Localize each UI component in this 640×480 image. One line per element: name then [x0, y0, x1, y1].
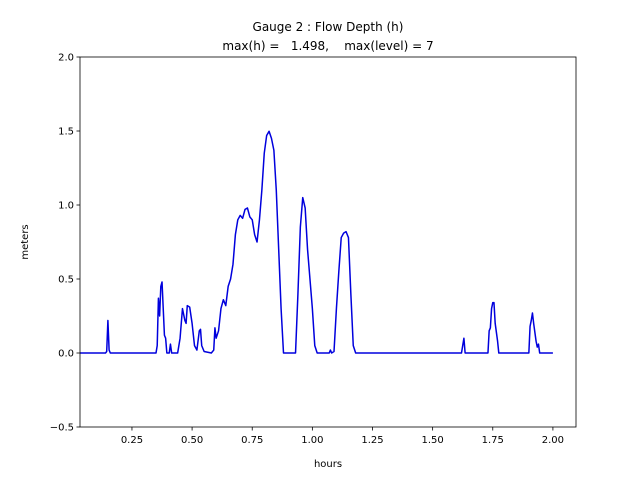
- plot-frame: [79, 56, 577, 428]
- x-tick-label: 1.75: [482, 435, 504, 446]
- y-tick-label: 0.5: [58, 275, 74, 286]
- x-tick-label: 2.00: [542, 435, 564, 446]
- y-tick-label: 2.0: [58, 53, 74, 64]
- y-axis-label: meters: [20, 224, 31, 259]
- x-tick-label: 1.25: [361, 435, 383, 446]
- chart-title: Gauge 2 : Flow Depth (h): [253, 20, 404, 34]
- y-tick-label: 0.0: [58, 349, 74, 360]
- x-tick-label: 0.75: [241, 435, 263, 446]
- x-tick-label: 1.50: [422, 435, 444, 446]
- x-axis-label: hours: [314, 459, 342, 470]
- x-tick-label: 0.50: [181, 435, 203, 446]
- data-line: [80, 130, 553, 354]
- chart-subtitle: max(h) = 1.498, max(level) = 7: [222, 39, 433, 53]
- y-tick-label: 1.5: [58, 127, 74, 138]
- y-tick-label: −0.5: [50, 423, 74, 434]
- x-tick-label: 1.00: [301, 435, 323, 446]
- y-tick-label: 1.0: [58, 201, 74, 212]
- x-tick-label: 0.25: [121, 435, 143, 446]
